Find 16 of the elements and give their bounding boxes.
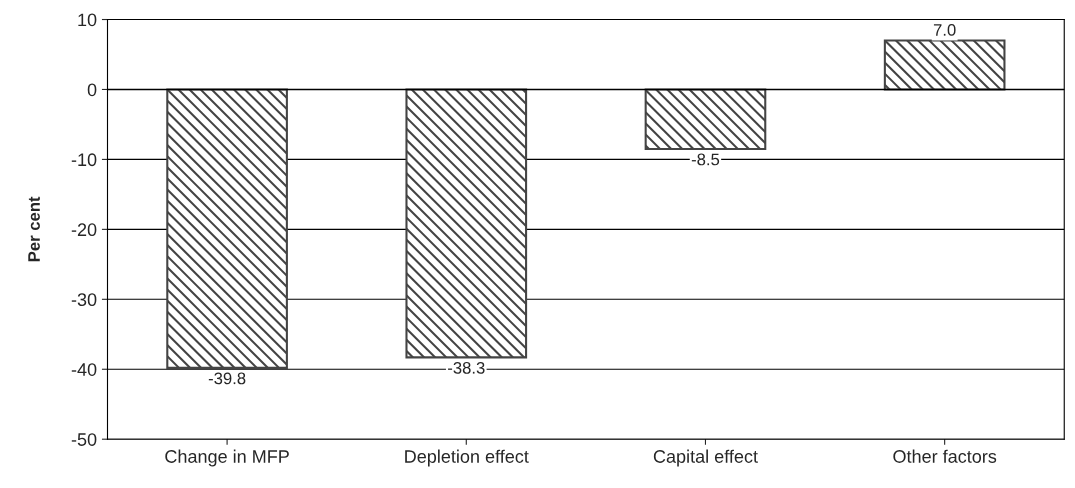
y-axis-title: Per cent — [28, 196, 40, 262]
y-tick-label: -40 — [71, 363, 97, 376]
y-tick-label: -10 — [71, 153, 97, 167]
x-tick-label: Change in MFP — [165, 449, 289, 467]
x-tick-label: Depletion effect — [405, 449, 529, 467]
data-label: -39.8 — [208, 372, 246, 385]
y-tick-label: -30 — [71, 293, 97, 307]
y-tick-label: 10 — [78, 13, 97, 27]
data-label: 7.0 — [933, 24, 956, 36]
x-tick-label: Capital effect — [653, 449, 758, 467]
data-label: -38.3 — [448, 361, 485, 374]
y-tick-label: -50 — [71, 433, 97, 446]
data-label: -8.5 — [691, 153, 720, 166]
y-tick-label: 0 — [87, 83, 97, 97]
y-tick-label: -20 — [71, 223, 97, 237]
x-tick-label: Other factors — [893, 449, 997, 463]
